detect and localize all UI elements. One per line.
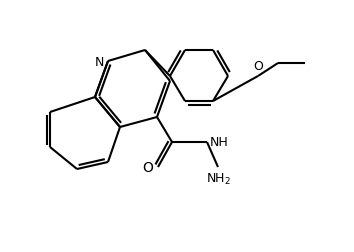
Text: N: N bbox=[95, 55, 104, 68]
Text: NH: NH bbox=[210, 136, 229, 149]
Text: O: O bbox=[142, 160, 153, 174]
Text: O: O bbox=[253, 60, 263, 73]
Text: NH$_2$: NH$_2$ bbox=[206, 171, 230, 186]
